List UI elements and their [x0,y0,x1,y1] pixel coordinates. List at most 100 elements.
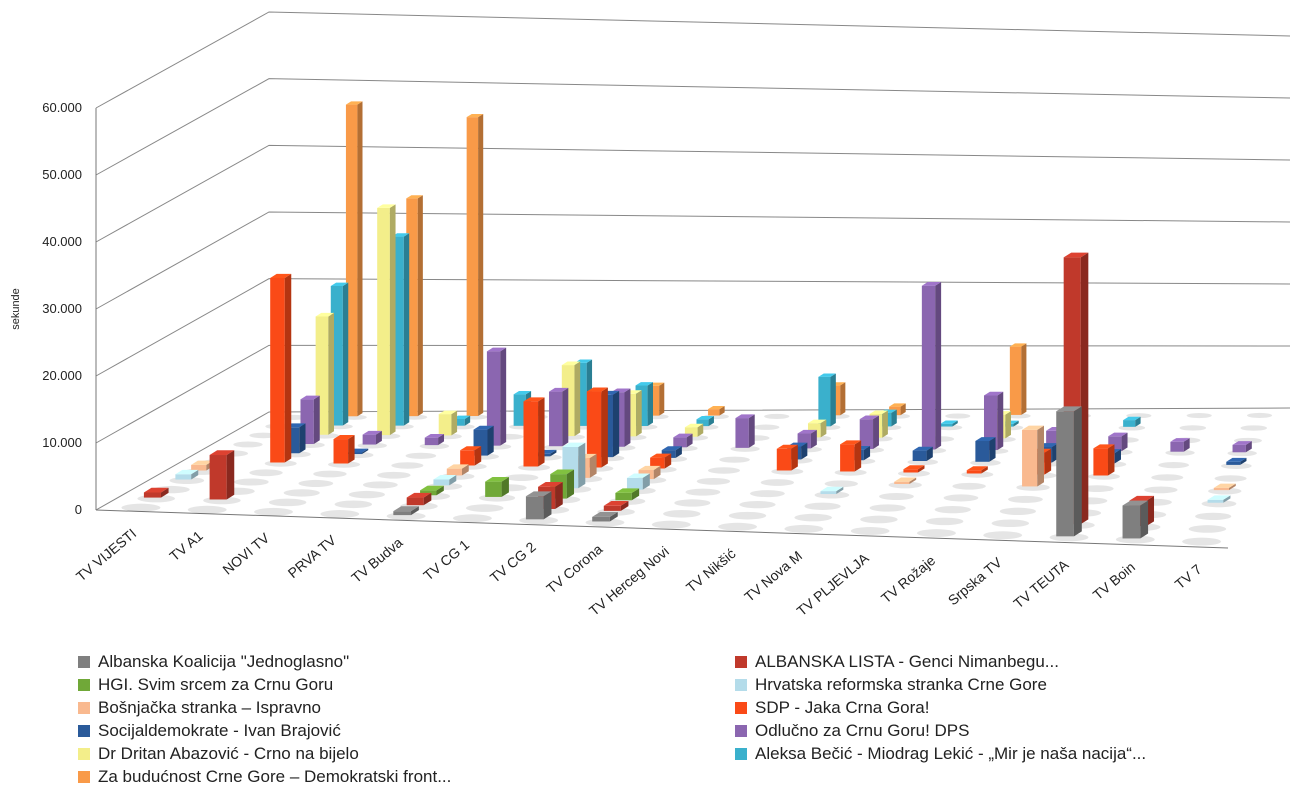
bar-shadow [934,505,971,514]
y-tick-label: 30.000 [42,301,82,316]
bar-shadow [348,490,385,499]
bar [840,440,862,472]
bar [270,273,292,463]
bar-shadow [1158,462,1189,469]
bar-shadow [1182,537,1222,546]
bar-shadow [925,517,964,526]
bar-shadow [1151,474,1184,481]
bar [940,420,958,427]
y-tick-label: 10.000 [42,435,82,450]
bar [820,486,844,495]
bar-shadow [405,452,437,459]
bar [1022,425,1045,487]
bar-shadow [718,522,758,531]
legend-item: SDP - Jaka Crna Gora! [735,698,929,718]
bar [912,446,933,462]
legend-label: Odlučno za Crnu Goru! DPS [755,721,970,740]
legend-item: HGI. Svim srcem za Crnu Goru [78,675,333,695]
bar [650,453,672,469]
bar-shadow [320,510,360,518]
bar [485,477,509,497]
bar [438,410,458,436]
legend-swatch [78,725,90,737]
bar [406,195,423,417]
category-label: TV Boin [1090,559,1138,603]
bar [466,113,484,417]
y-axis-title: sekunde [10,288,22,330]
legend-swatch [735,702,747,714]
bar-shadow [879,492,914,501]
category-label: TV A1 [166,527,206,564]
bar-shadow [362,481,398,489]
bar [903,465,925,473]
bar [696,416,714,427]
bar [1213,483,1236,491]
bar [894,477,917,484]
category-label: TV Nikšić [683,545,739,595]
legend-item: Albanska Koalicija "Jednoglasno" [78,652,349,672]
bar-shadow [784,524,824,533]
bar-shadow [452,514,492,523]
bar [1056,406,1082,537]
category-label: NOVI TV [219,529,273,578]
category-label: TV CG 2 [487,538,539,585]
bar [673,433,693,448]
bar [333,435,355,464]
legend-swatch [735,725,747,737]
bar-shadow [764,413,790,419]
bar-shadow [1195,512,1232,520]
bar-shadow [1246,412,1273,418]
bar [1009,343,1027,415]
bar-shadow [377,471,411,479]
bar-shadow [268,498,307,507]
bar [1226,457,1247,465]
legend-label: HGI. Svim srcem za Crnu Goru [98,675,334,694]
bar [345,101,363,417]
bar-shadow [187,505,227,514]
legend-label: Albanska Koalicija "Jednoglasno" [98,652,350,671]
bar [975,437,996,462]
bars [143,101,1252,539]
bar-shadow [391,462,424,469]
bar-shadow [869,504,906,512]
category-label: TV TEUTA [1010,556,1072,611]
legend-label: SDP - Jaka Crna Gora! [755,698,930,717]
category-label: TV 7 [1172,561,1205,592]
bar-shadow [1188,525,1227,533]
category-label: TV CG 1 [420,536,472,583]
category-label: TV PLJEVLJA [793,549,872,619]
bar-shadow [1144,486,1178,494]
bar-shadow [663,509,701,518]
category-label: Srpska TV [945,554,1006,609]
bar [735,414,755,448]
bar [983,391,1004,451]
bar [420,485,444,496]
bar-shadow [249,469,283,477]
bar [603,501,629,511]
bar-shadow [760,479,795,486]
bar [776,444,798,471]
legend-item: Bošnjačka stranka – Ispravno [78,698,321,718]
bar-shadow [465,504,504,512]
bar-shadow [651,520,691,529]
bar [1207,495,1231,503]
bar [525,491,552,520]
bar [362,430,382,445]
bar-shadow [685,488,721,496]
legend-label: Bošnjačka stranka – Ispravno [98,698,322,717]
legend-label: Dr Dritan Abazović - Crno na bijelo [98,744,359,763]
category-label: TV Nova M [741,548,805,605]
bar [626,473,650,490]
bar [1170,438,1190,452]
category-label: TV Rožaje [878,552,939,606]
bar [377,204,396,436]
legend-item: Dr Dritan Abazović - Crno na bijelo [78,744,359,764]
bar-shadow [313,470,347,478]
legend-label: Socijaldemokrate - Ivan Brajović [98,721,341,740]
bar-shadow [696,477,731,485]
legend-item: Odlučno za Crnu Goru! DPS [735,721,969,741]
bar-shadow [233,441,263,448]
bar-shadow [1240,425,1268,431]
axes [95,108,1229,549]
bar [486,347,507,446]
